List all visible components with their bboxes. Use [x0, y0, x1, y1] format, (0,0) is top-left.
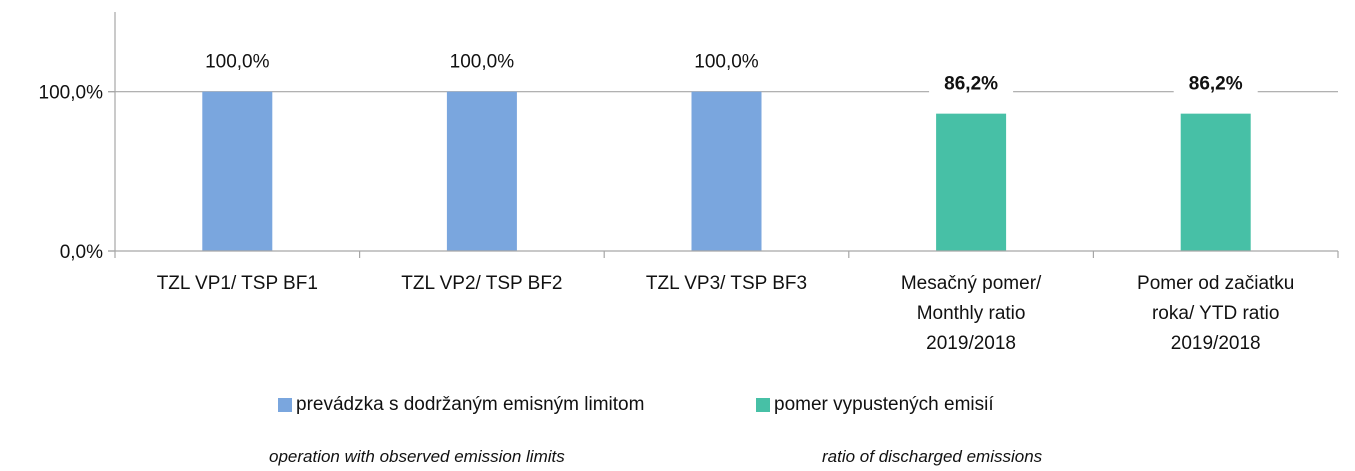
data-label-series-1-0: 100,0%: [205, 52, 270, 73]
legend-subtitle-series-1: operation with observed emission limits: [269, 447, 565, 466]
x-tick-label-4: Pomer od začiatku roka/ YTD ratio 2019/201…: [1137, 273, 1294, 354]
x-tick-label-2: TZL VP3/ TSP BF3: [646, 273, 807, 294]
bar-series-1-1: [446, 91, 517, 252]
bar-series-2-3: [936, 113, 1007, 251]
legend-item-series-1: prevádzka s dodržaným emisným limitom: [278, 394, 644, 416]
x-tick-label-3: Mesačný pomer/Monthly ratio 2019/2018: [901, 273, 1042, 354]
y-tick-label-1: 100,0%: [39, 83, 104, 104]
legend-subtitle-series-2: ratio of discharged emissions: [822, 447, 1043, 466]
legend-swatch-series-2: [756, 398, 770, 412]
bar-series-1-0: [202, 91, 273, 252]
legend-label-series-2: pomer vypustených emisií: [774, 394, 994, 415]
data-label-series-2-4: 86,2%: [1189, 74, 1243, 95]
data-label-series-1-1: 100,0%: [450, 52, 515, 73]
labels: 0,0% 100,0% TZL VP1/ TSP BF1 TZL VP2/ TSP B…: [39, 52, 1295, 354]
legend-swatch-series-1: [278, 398, 292, 412]
y-tick-label-0: 0,0%: [60, 242, 103, 263]
x-tick-label-0: TZL VP1/ TSP BF1: [157, 273, 318, 294]
bars: [202, 91, 1251, 252]
data-label-series-1-2: 100,0%: [694, 52, 759, 73]
legend-item-series-2: pomer vypustených emisií: [756, 394, 994, 416]
x-tick-label-1: TZL VP2/ TSP BF2: [401, 273, 562, 294]
axes: [108, 12, 1339, 258]
bar-chart: 0,0% 100,0% TZL VP1/ TSP BF1 TZL VP2/ TSP B…: [39, 12, 1339, 354]
bar-series-1-2: [691, 91, 762, 252]
legend-label-series-1: prevádzka s dodržaným emisným limitom: [296, 394, 645, 415]
legend: prevádzka s dodržaným emisným limitom po…: [0, 394, 1355, 424]
bar-series-2-4: [1180, 113, 1251, 251]
data-label-bg-3: [929, 69, 1014, 96]
data-label-bg-4: [1173, 69, 1258, 96]
data-label-series-2-3: 86,2%: [944, 74, 998, 95]
